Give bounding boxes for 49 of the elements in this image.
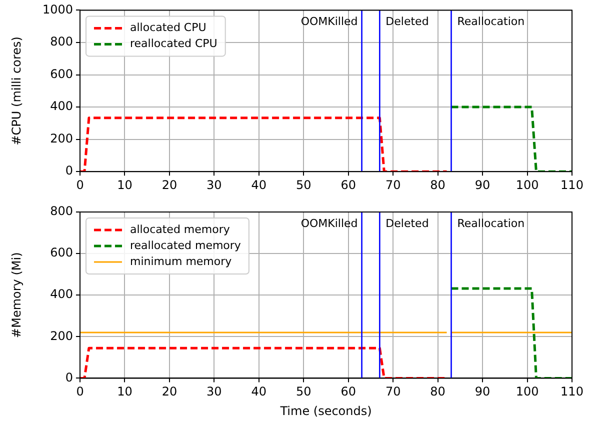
x-tick-label: 40 [251, 178, 267, 192]
x-tick-label: 60 [340, 384, 356, 399]
ref-line-label: Reallocation [457, 15, 525, 28]
y-tick-label: 200 [50, 131, 73, 146]
x-tick-label: 70 [385, 178, 401, 192]
x-tick-label: 20 [162, 384, 178, 399]
ref-line-label: Deleted [386, 15, 429, 28]
y-tick-label: 600 [50, 66, 73, 81]
x-tick-label: 60 [340, 178, 356, 192]
legend-label: reallocated CPU [130, 37, 218, 50]
x-tick-label: 110 [560, 178, 584, 192]
legend-label: minimum memory [130, 254, 232, 268]
legend-label: allocated memory [130, 222, 230, 236]
y-tick-label: 0 [65, 164, 73, 178]
y-tick-label: 0 [65, 370, 73, 384]
y-tick-label: 600 [50, 246, 73, 260]
x-tick-label: 50 [296, 384, 312, 399]
y-tick-label: 400 [50, 99, 73, 114]
x-axis-title: Time (seconds) [279, 404, 372, 418]
x-tick-label: 100 [516, 178, 539, 192]
x-tick-label: 90 [474, 384, 490, 399]
x-tick-label: 90 [474, 178, 490, 192]
y-tick-label: 200 [50, 328, 73, 343]
y-tick-label: 1000 [42, 2, 73, 16]
x-tick-label: 30 [206, 178, 222, 192]
x-tick-label: 80 [430, 384, 446, 399]
ref-line-label: Reallocation [457, 216, 525, 230]
x-tick-label: 110 [560, 384, 584, 399]
ref-line-label: Deleted [386, 216, 429, 230]
legend-label: allocated CPU [130, 21, 206, 34]
x-tick-label: 80 [430, 178, 446, 192]
x-tick-label: 50 [296, 178, 312, 192]
y-axis-title: #Memory (Mi) [9, 252, 24, 338]
x-tick-label: 100 [516, 384, 539, 399]
ref-line-label: OOMKilled [300, 216, 358, 230]
legend-label: reallocated memory [130, 238, 242, 252]
ref-line-label: OOMKilled [300, 15, 358, 28]
y-tick-label: 800 [50, 34, 73, 49]
x-tick-label: 0 [76, 384, 84, 399]
y-tick-label: 800 [50, 204, 73, 218]
x-tick-label: 0 [76, 178, 84, 192]
x-tick-label: 30 [206, 384, 222, 399]
x-tick-label: 40 [251, 384, 267, 399]
y-tick-label: 400 [50, 287, 73, 302]
y-axis-title: #CPU (milli cores) [9, 36, 24, 146]
x-tick-label: 20 [162, 178, 178, 192]
x-tick-label: 10 [117, 384, 132, 399]
x-tick-label: 10 [117, 178, 132, 192]
x-tick-label: 70 [385, 384, 401, 399]
